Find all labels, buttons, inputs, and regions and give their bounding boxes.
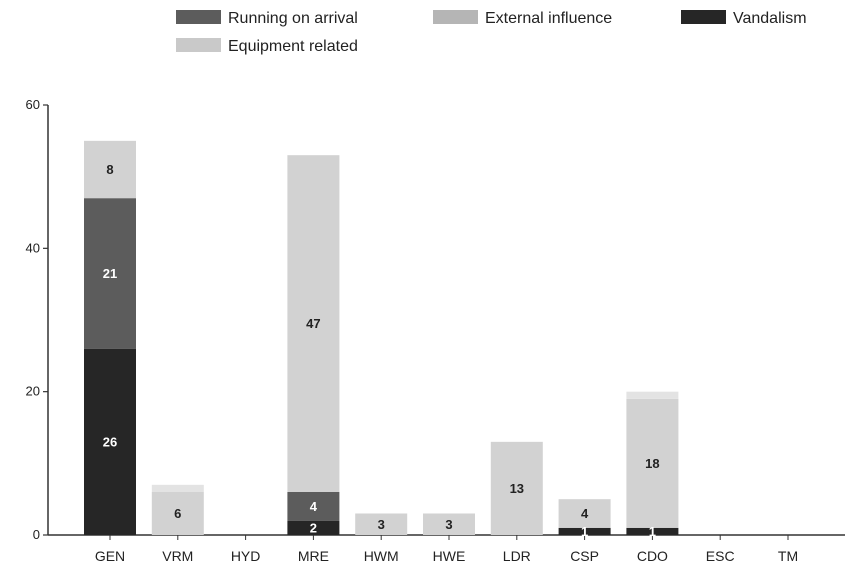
x-tick-label: TM [778,548,798,564]
data-label: 3 [445,517,452,532]
bar-segment-gen-external-influence [84,140,136,199]
bar-segment-mre-external-influence [287,155,340,492]
legend-swatch [681,10,726,24]
data-label: 1 [581,524,588,539]
x-tick-label: LDR [503,548,531,564]
bar-segment-vrm-equipment-related [151,484,204,492]
bar-segment-ldr-external-influence [490,441,543,535]
x-tick-label: ESC [706,548,735,564]
legend-label: Equipment related [228,38,358,55]
data-label: 6 [174,506,181,521]
data-label: 47 [306,316,320,331]
bars-layer [84,140,679,535]
data-label: 4 [581,506,589,521]
data-label: 18 [645,456,659,471]
y-tick-label: 0 [33,527,40,542]
legend: Running on arrival External influence Vand… [176,10,807,55]
x-tick-label: HWM [364,548,399,564]
data-label: 1 [649,524,656,539]
bar-segment-csp-vandalism [558,527,611,535]
data-label: 3 [378,517,385,532]
bar-segment-cdo-vandalism [626,527,679,535]
axes: 0 20 40 60 GEN VRM HYD MRE HWM HWE LDR CSP CDO ESC TM [26,97,845,564]
legend-label: Running on arrival [228,10,358,27]
legend-swatch [176,38,221,52]
bar-segment-hwe-external-influence [423,513,475,535]
x-tick-label: MRE [298,548,329,564]
bar-segment-cdo-external-influence [626,398,679,528]
bar-segment-hwm-external-influence [355,513,408,535]
bar-segment-gen-running-on-arrival [84,198,136,349]
legend-label: External influence [485,10,612,27]
legend-label: Vandalism [733,10,807,27]
legend-swatch [176,10,221,24]
data-label: 8 [106,162,113,177]
legend-swatch [433,10,478,24]
data-labels-layer: 8 21 26 6 47 4 2 3 3 13 4 1 18 1 [103,162,660,539]
bar-segment-vrm-external-influence [151,492,204,535]
data-label: 4 [310,499,318,514]
x-tick-label: CDO [637,548,668,564]
bar-segment-cdo-equipment-related [626,391,679,399]
x-tick-label: VRM [162,548,193,564]
data-label: 2 [310,520,317,535]
x-tick-label: HYD [231,548,261,564]
y-tick-label: 20 [26,384,40,399]
data-label: 26 [103,434,117,449]
x-tick-label: CSP [570,548,599,564]
y-tick-label: 40 [26,240,40,255]
data-label: 13 [510,481,524,496]
x-tick-label: HWE [433,548,466,564]
data-label: 21 [103,266,117,281]
bar-segment-csp-external-influence [558,499,611,528]
bar-segment-mre-vandalism [287,520,340,535]
x-tick-label: GEN [95,548,125,564]
bar-segment-mre-running-on-arrival [287,492,340,521]
y-tick-label: 60 [26,97,40,112]
bar-segment-gen-vandalism [84,348,136,535]
